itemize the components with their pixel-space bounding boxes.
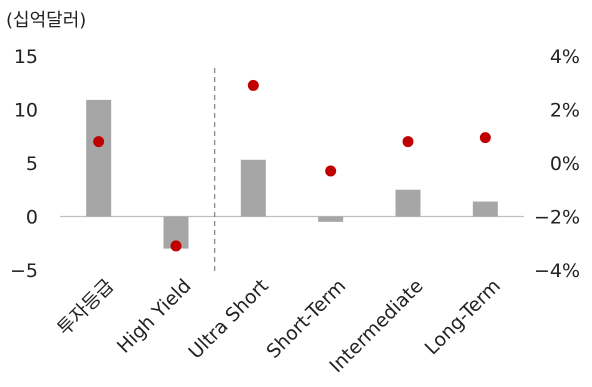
bar [86,99,112,217]
dot [170,240,182,252]
unit-label: (십억달러) [6,10,86,31]
right-axis: 4% 2% 0% −2% −4% [534,46,580,282]
bar [318,216,344,222]
left-tick-label: −5 [10,260,38,282]
left-tick-label: 5 [26,153,38,175]
right-tick-label: 2% [550,100,580,122]
left-tick-label: 15 [14,46,38,68]
right-tick-label: 0% [550,153,580,175]
left-tick-label: 0 [26,207,38,229]
dot-series [93,79,491,252]
bar [395,189,421,217]
right-tick-label: −4% [534,260,580,282]
dot [247,79,259,91]
bar [472,201,498,217]
dot [93,136,105,148]
right-tick-label: 4% [550,46,580,68]
right-tick-label: −2% [534,207,580,229]
left-tick-label: 10 [14,100,38,122]
left-axis: 15 10 5 0 −5 [10,46,38,282]
bar-series [86,99,498,249]
category-label: 투자등급 [53,275,118,340]
category-label: Ultra Short [184,275,272,363]
dot [479,132,491,144]
dot [325,165,337,177]
category-label: Long-Term [421,275,505,359]
bar [240,159,266,217]
category-label: High Yield [113,275,196,358]
dot [402,136,414,148]
